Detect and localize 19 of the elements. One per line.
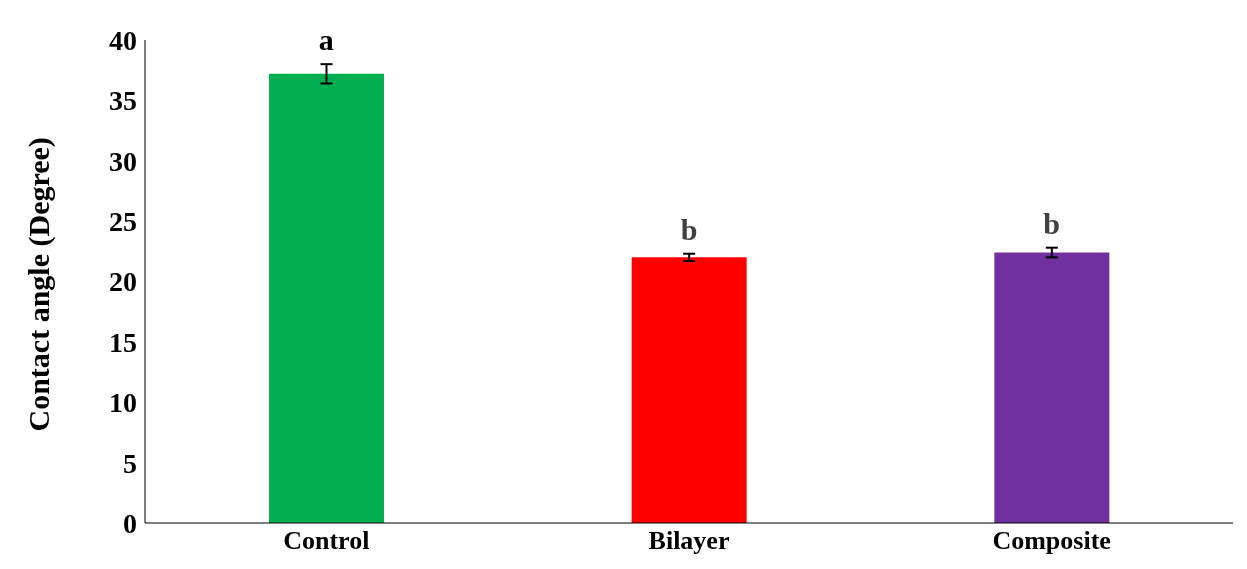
x-tick-label: Bilayer bbox=[648, 526, 730, 556]
bar bbox=[994, 252, 1110, 523]
y-tick-label: 40 bbox=[109, 24, 137, 56]
y-tick-label: 35 bbox=[109, 85, 137, 117]
x-tick-label: Composite bbox=[992, 526, 1111, 556]
y-tick-label: 10 bbox=[109, 387, 137, 419]
annotation: a bbox=[318, 23, 334, 57]
x-tick-label: Control bbox=[283, 526, 370, 556]
y-tick-label: 0 bbox=[123, 507, 137, 539]
bar bbox=[269, 73, 384, 523]
y-tick-label: 25 bbox=[109, 206, 137, 238]
y-axis-title: Contact angle (Degree) bbox=[21, 137, 56, 432]
annotation: b bbox=[1043, 206, 1061, 240]
y-tick-label: 15 bbox=[109, 326, 137, 358]
bar bbox=[631, 257, 747, 523]
annotation: b bbox=[680, 212, 698, 246]
y-tick-label: 5 bbox=[123, 447, 137, 479]
y-tick-label: 20 bbox=[109, 266, 137, 298]
y-tick-label: 30 bbox=[109, 145, 137, 177]
